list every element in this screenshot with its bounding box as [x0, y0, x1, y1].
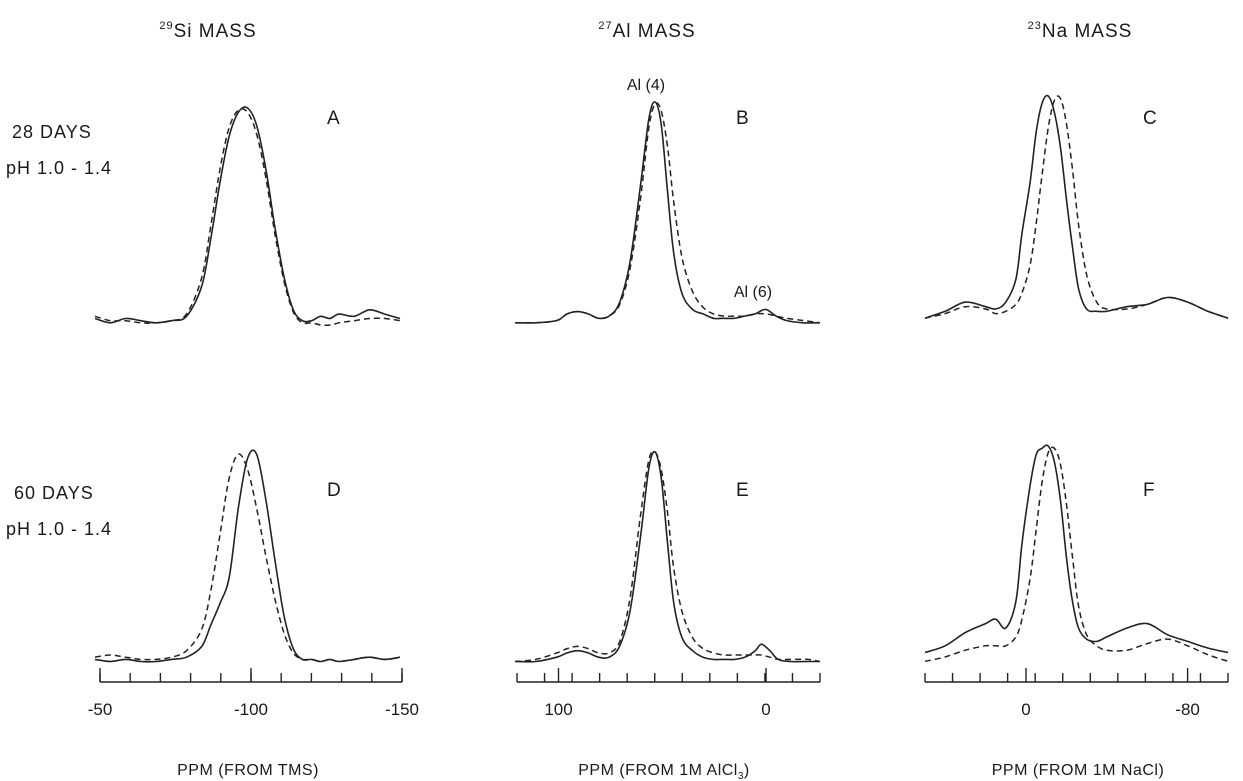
spectrum-c-dashed	[924, 95, 1229, 319]
axis-title-si: PPM (FROM TMS)	[177, 762, 319, 779]
peak-label-al4: Al (4)	[627, 77, 665, 94]
spectrum-a-dashed	[94, 107, 401, 327]
x-tick-label-0-2: -150	[385, 700, 419, 719]
x-tick-label-0-1: -100	[234, 700, 268, 719]
column-title-na: 23Na MASS	[1028, 20, 1133, 42]
axis-title-al: PPM (FROM 1M AlCl3)	[578, 762, 750, 781]
peak-label-al6: Al (6)	[734, 284, 772, 301]
axis-title-na: PPM (FROM 1M NaCl)	[992, 762, 1165, 779]
spectra-layer	[94, 94, 1229, 663]
spectrum-e-dashed	[514, 450, 821, 663]
panel-letter-a: A	[327, 108, 340, 129]
row-label-28-days: 28 DAYS	[12, 122, 92, 142]
spectrum-d-solid	[94, 449, 401, 663]
column-title-al: 27Al MASS	[598, 20, 695, 42]
x-tick-label-2-1: -80	[1175, 700, 1200, 719]
row-label-28-days-ph: pH 1.0 - 1.4	[6, 158, 112, 178]
x-tick-label-0-0: -50	[88, 700, 113, 719]
panel-letter-f: F	[1143, 480, 1155, 501]
spectrum-b-solid	[514, 101, 821, 324]
x-tick-label-1-1: 0	[761, 700, 770, 719]
spectrum-b-dashed	[514, 102, 821, 324]
x-tick-label-2-0: 0	[1021, 700, 1030, 719]
panel-letter-b: B	[736, 108, 749, 129]
spectrum-a-solid	[94, 106, 401, 324]
spectrum-d-dashed	[94, 453, 401, 663]
panel-letter-c: C	[1143, 108, 1157, 129]
spectrum-f-dashed	[924, 446, 1229, 663]
column-title-si: 29Si MASS	[159, 20, 256, 42]
row-label-60-days-ph: pH 1.0 - 1.4	[6, 519, 112, 539]
panel-letter-e: E	[736, 480, 749, 501]
spectrum-e-solid	[514, 450, 820, 663]
spectrum-f-solid	[924, 444, 1229, 654]
row-label-60-days: 60 DAYS	[14, 483, 94, 503]
x-tick-label-1-0: 100	[544, 700, 572, 719]
panel-letter-d: D	[327, 480, 341, 501]
axes-layer: -50 -100 -150 100 0 0 -80	[88, 668, 1229, 719]
